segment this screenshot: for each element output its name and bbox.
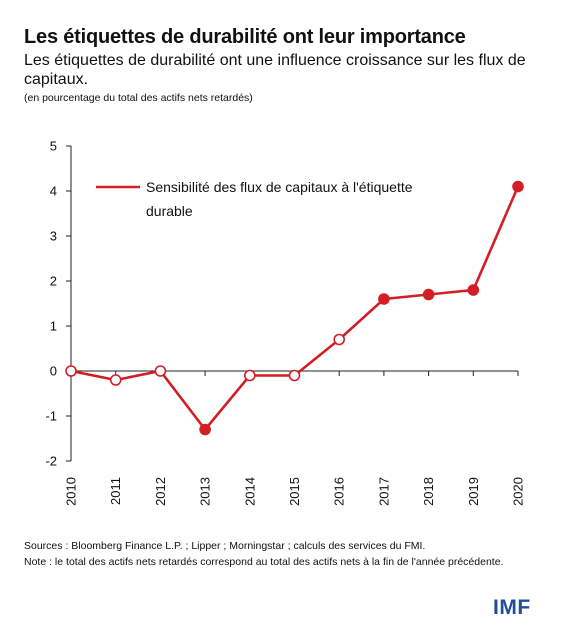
x-tick-label: 2018 (421, 477, 436, 506)
data-point-filled (512, 180, 524, 193)
y-tick-label: 5 (50, 139, 57, 154)
unit-label: (en pourcentage du total des actifs nets… (24, 92, 253, 104)
x-tick-label: 2017 (376, 477, 391, 506)
series-line (70, 185, 520, 431)
chart-subtitle: Les étiquettes de durabilité ont une inf… (24, 52, 526, 88)
y-tick-label: 1 (50, 319, 57, 334)
data-point-hollow (333, 333, 346, 346)
legend-label: Sensibilité des flux de capitaux à l'éti… (146, 179, 413, 195)
y-tick-label: 3 (50, 229, 57, 244)
x-tick-label: 2014 (242, 477, 257, 506)
data-point-filled (199, 423, 211, 436)
y-tick-label: 4 (50, 184, 57, 199)
data-point-hollow (65, 365, 77, 377)
y-tick-label: -1 (45, 409, 57, 424)
y-tick-label: 2 (50, 274, 57, 289)
footnotes: Sources : Bloomberg Finance L.P. ; Lippe… (24, 539, 549, 570)
data-point-filled (422, 288, 435, 301)
data-point-hollow (288, 369, 301, 382)
imf-logo: IMF (493, 596, 531, 619)
data-point-hollow (244, 369, 256, 382)
data-point-filled (467, 284, 480, 296)
x-tick-label: 2020 (511, 477, 526, 506)
x-tick-label: 2019 (466, 477, 481, 506)
x-tick-label: 2015 (287, 477, 302, 506)
sources-note: Sources : Bloomberg Finance L.P. ; Lippe… (24, 540, 426, 552)
data-point-filled (378, 293, 390, 305)
x-tick-label: 2012 (153, 477, 168, 506)
definition-note: Note : le total des actifs nets retardés… (24, 555, 504, 568)
x-tick-label: 2010 (64, 477, 79, 506)
x-tick-label: 2011 (108, 477, 123, 505)
x-tick-label: 2016 (332, 477, 347, 506)
x-tick-label: 2013 (198, 477, 213, 506)
data-point-hollow (109, 374, 122, 386)
y-tick-label: -2 (45, 454, 57, 469)
legend-label: durable (146, 203, 193, 219)
chart-title: Les étiquettes de durabilité ont leur im… (24, 26, 466, 48)
y-tick-label: 0 (50, 364, 57, 379)
data-point-hollow (154, 365, 167, 377)
